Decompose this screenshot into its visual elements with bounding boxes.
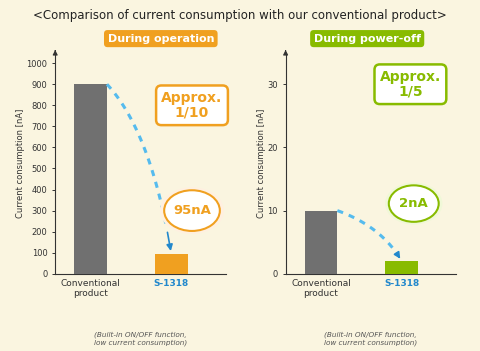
Bar [304, 211, 337, 274]
Text: 2nA: 2nA [399, 197, 428, 210]
Bar [74, 84, 107, 274]
Text: <Comparison of current consumption with our conventional product>: <Comparison of current consumption with … [33, 9, 447, 22]
Bar [155, 254, 188, 274]
Text: During power-off: During power-off [314, 34, 420, 44]
Text: (Built-in ON/OFF function,
low current consumption): (Built-in ON/OFF function, low current c… [94, 331, 187, 345]
Y-axis label: Current consumption [nA]: Current consumption [nA] [257, 108, 266, 218]
Y-axis label: Current consumption [nA]: Current consumption [nA] [16, 108, 25, 218]
Text: Approx.
1/10: Approx. 1/10 [161, 91, 223, 120]
Text: Approx.
1/5: Approx. 1/5 [380, 70, 441, 99]
Text: During operation: During operation [108, 34, 214, 44]
Bar [385, 261, 418, 274]
Text: 95nA: 95nA [173, 204, 211, 217]
Text: (Built-in ON/OFF function,
low current consumption): (Built-in ON/OFF function, low current c… [324, 331, 418, 345]
